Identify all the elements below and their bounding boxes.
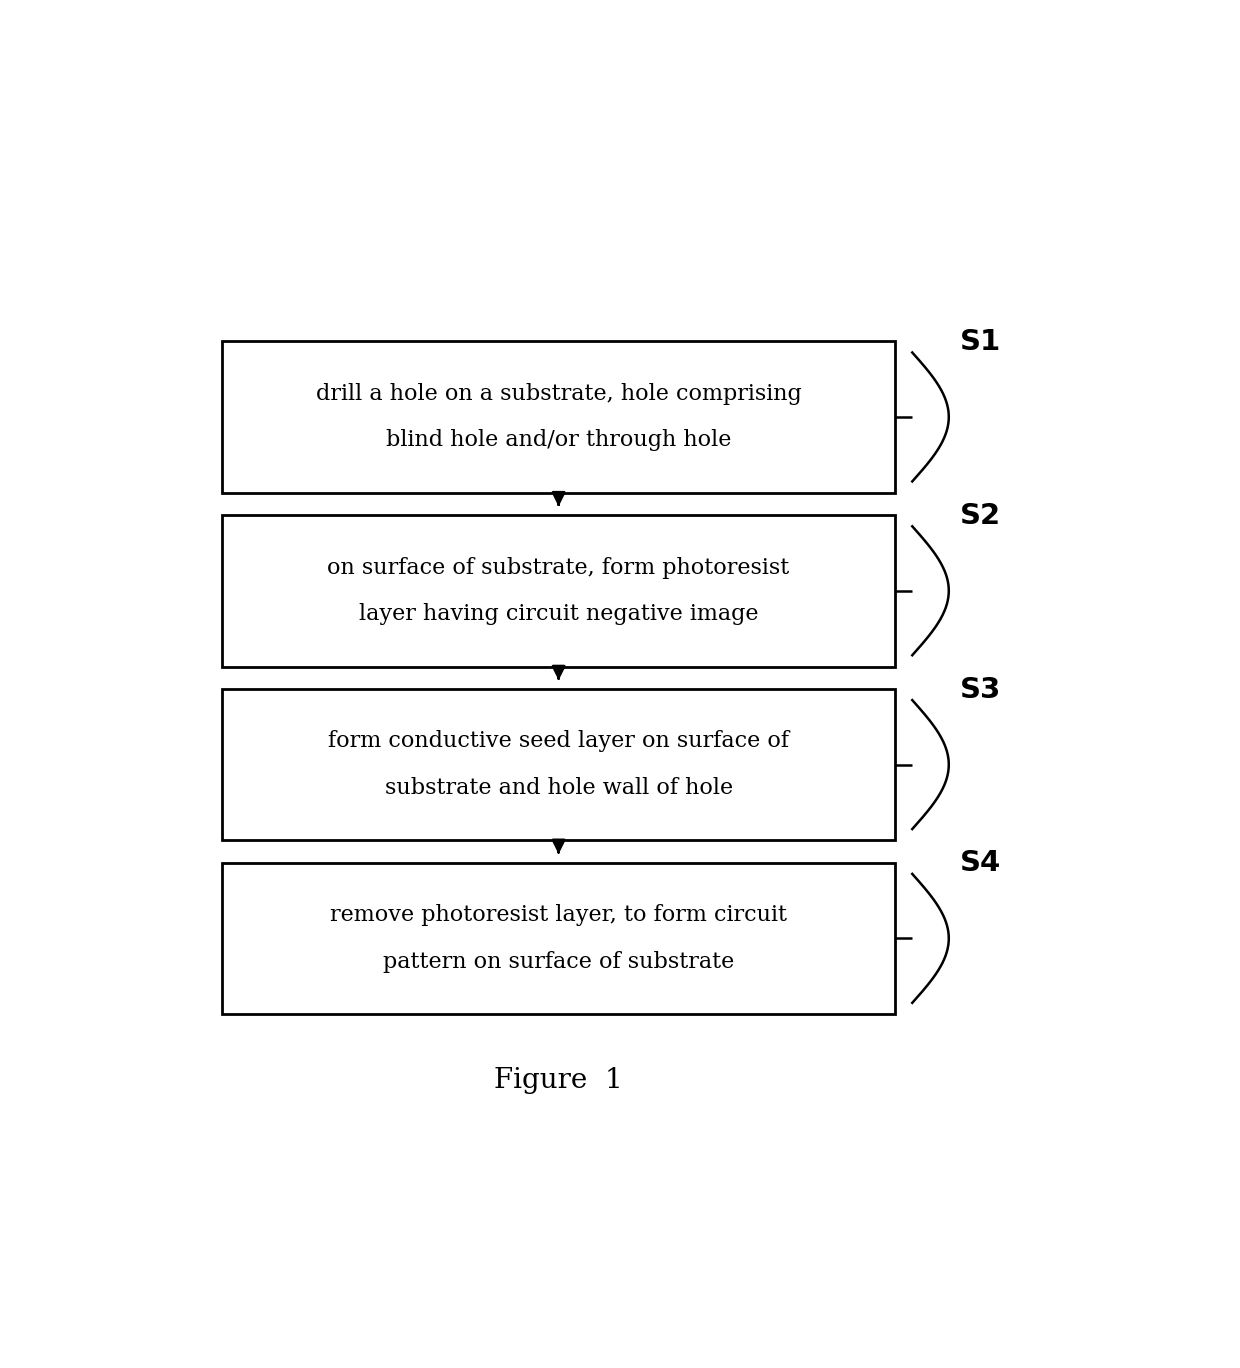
Text: blind hole and/or through hole: blind hole and/or through hole: [386, 430, 732, 451]
Text: drill a hole on a substrate, hole comprising: drill a hole on a substrate, hole compri…: [316, 383, 801, 405]
Text: S4: S4: [960, 850, 1002, 877]
FancyBboxPatch shape: [222, 514, 895, 666]
FancyBboxPatch shape: [222, 341, 895, 492]
FancyBboxPatch shape: [222, 688, 895, 840]
Text: layer having circuit negative image: layer having circuit negative image: [358, 603, 759, 625]
Text: S2: S2: [960, 502, 1002, 529]
FancyBboxPatch shape: [222, 863, 895, 1014]
Text: on surface of substrate, form photoresist: on surface of substrate, form photoresis…: [327, 557, 790, 579]
Text: substrate and hole wall of hole: substrate and hole wall of hole: [384, 777, 733, 799]
Text: remove photoresist layer, to form circuit: remove photoresist layer, to form circui…: [330, 904, 787, 926]
Text: Figure  1: Figure 1: [495, 1067, 622, 1094]
Text: S3: S3: [960, 676, 1002, 703]
Text: S1: S1: [960, 328, 1002, 356]
Text: form conductive seed layer on surface of: form conductive seed layer on surface of: [329, 731, 789, 752]
Text: pattern on surface of substrate: pattern on surface of substrate: [383, 951, 734, 973]
